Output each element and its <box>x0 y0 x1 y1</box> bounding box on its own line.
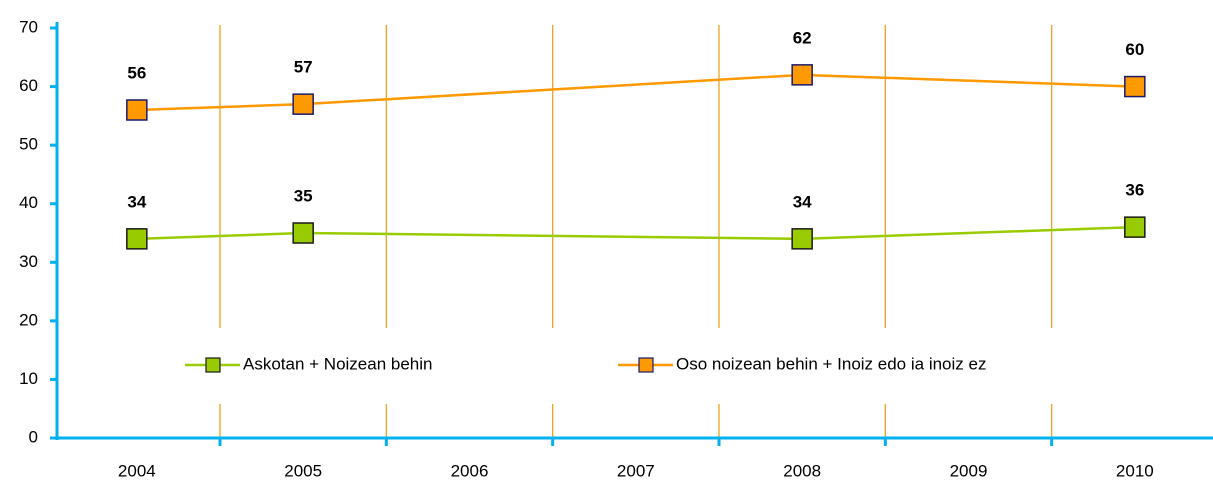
legend-label: Askotan + Noizean behin <box>243 354 433 373</box>
data-label: 60 <box>1125 40 1144 59</box>
x-tick-label: 2007 <box>617 461 655 480</box>
y-tick-label: 30 <box>19 252 38 271</box>
marker <box>791 64 813 86</box>
marker <box>791 228 813 250</box>
marker <box>1124 75 1146 98</box>
data-label: 57 <box>294 58 313 77</box>
x-tick-label: 2004 <box>118 461 156 480</box>
data-label: 56 <box>127 63 146 82</box>
x-tick-label: 2006 <box>451 461 489 480</box>
data-label: 62 <box>793 28 812 47</box>
y-tick-label: 10 <box>19 369 38 388</box>
data-label: 36 <box>1125 181 1144 200</box>
x-tick-label: 2009 <box>950 461 988 480</box>
marker <box>126 228 148 250</box>
y-tick-label: 50 <box>19 135 38 154</box>
marker <box>1124 216 1146 238</box>
x-tick-label: 2005 <box>284 461 322 480</box>
x-tick-label: 2010 <box>1116 461 1154 480</box>
y-tick-label: 0 <box>29 427 38 446</box>
legend-marker <box>205 357 221 373</box>
y-tick-label: 70 <box>19 17 38 36</box>
data-label: 35 <box>294 186 313 205</box>
x-tick-label: 2008 <box>783 461 821 480</box>
data-label: 34 <box>793 192 812 211</box>
marker <box>292 93 314 115</box>
series-line <box>136 225 1135 241</box>
data-label: 34 <box>127 192 146 211</box>
y-tick-label: 60 <box>19 76 38 95</box>
y-tick-label: 20 <box>19 310 38 329</box>
legend-label: Oso noizean behin + Inoiz edo ia inoiz e… <box>676 354 986 373</box>
legend-marker <box>638 357 654 373</box>
series-line <box>136 73 1135 112</box>
marker <box>126 99 148 121</box>
y-tick-label: 40 <box>19 193 38 212</box>
marker <box>292 222 314 244</box>
